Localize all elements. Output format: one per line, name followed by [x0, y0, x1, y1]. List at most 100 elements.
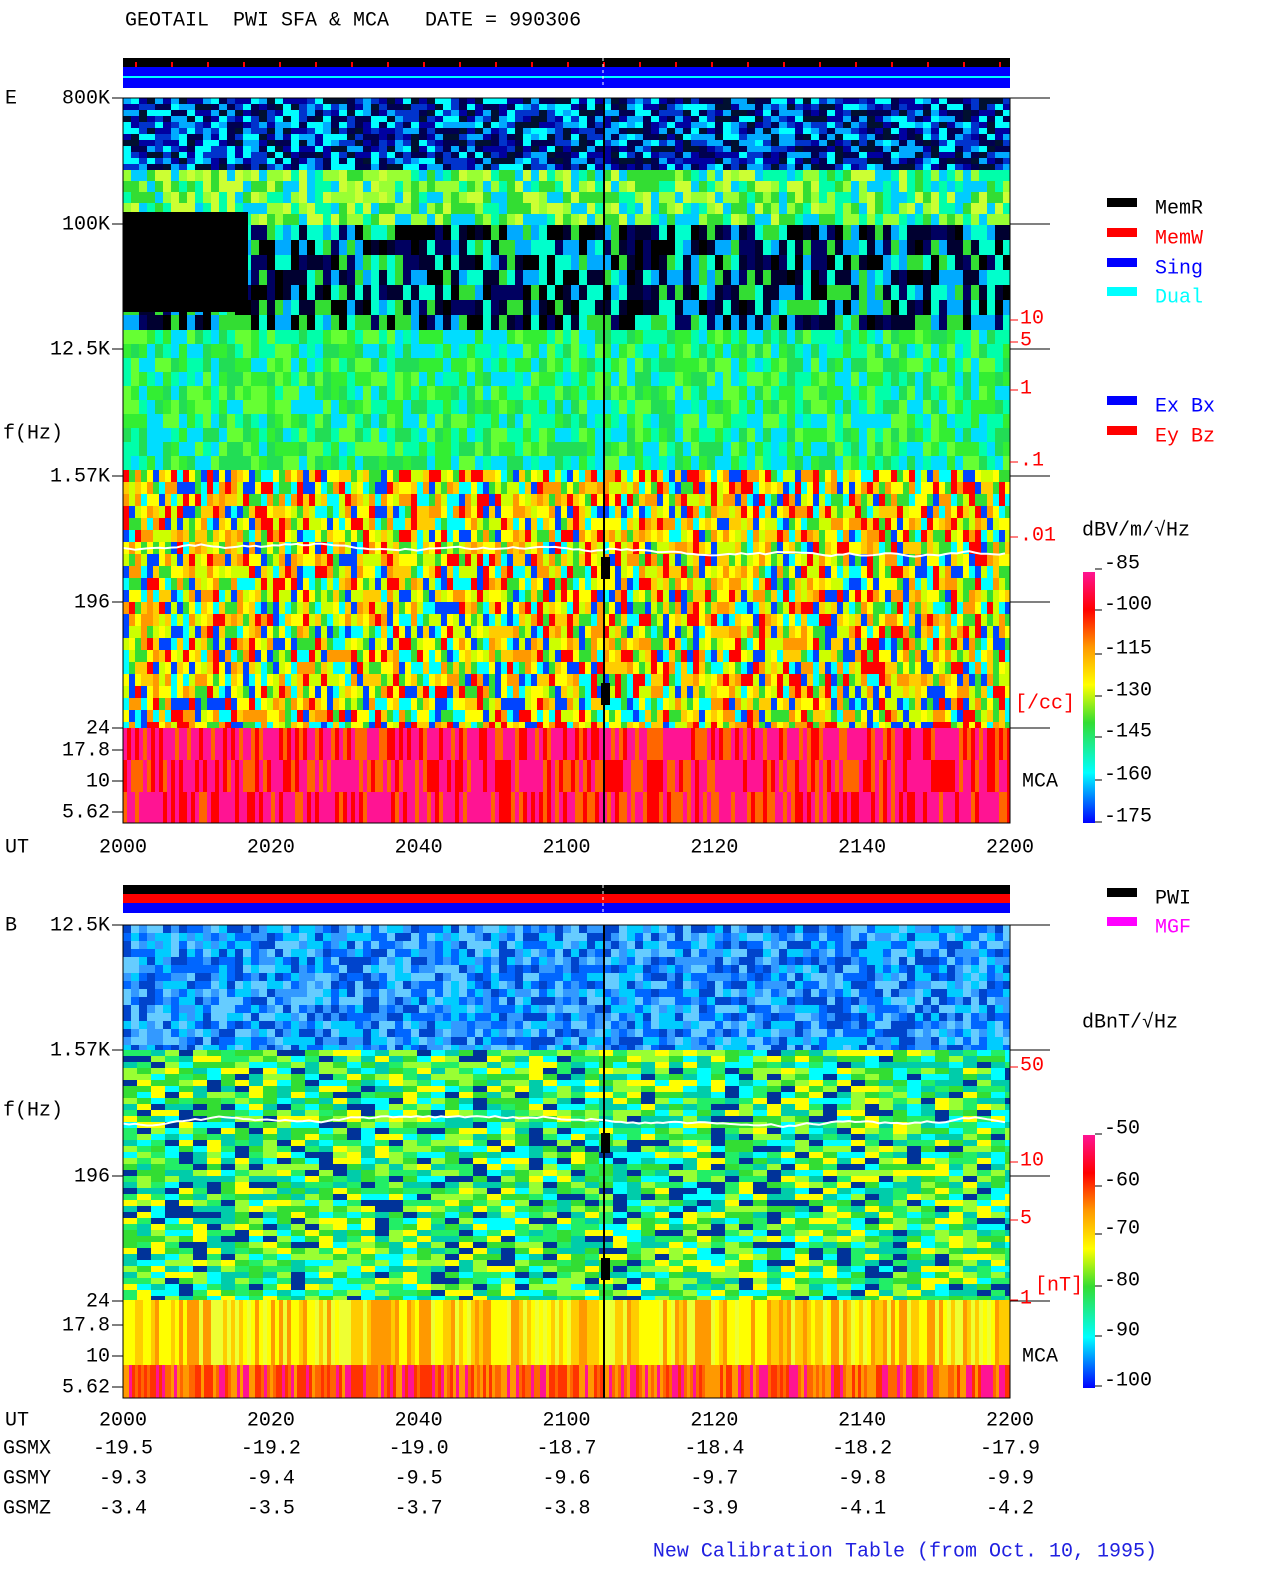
- cell: [675, 192, 684, 204]
- cell: [627, 240, 636, 256]
- cell: [915, 270, 924, 286]
- cell: [403, 255, 412, 271]
- cell: [171, 122, 180, 129]
- cell: [915, 358, 924, 373]
- cell: [283, 358, 292, 373]
- cell: [899, 104, 908, 111]
- cell: [219, 344, 228, 359]
- cell: [827, 140, 836, 147]
- cell: [875, 255, 884, 271]
- cell: [123, 192, 132, 204]
- cell: [225, 662, 232, 675]
- cell: [159, 602, 166, 615]
- cell: [225, 686, 232, 699]
- cell: [147, 414, 156, 429]
- cell: [691, 456, 700, 471]
- cell: [651, 104, 660, 111]
- cell: [483, 300, 492, 316]
- cell: [507, 140, 516, 147]
- cell: [419, 285, 428, 301]
- cell: [579, 330, 588, 345]
- cell: [153, 614, 160, 627]
- cell: [587, 170, 596, 182]
- cell: [315, 358, 324, 373]
- cell: [867, 225, 876, 241]
- cell: [723, 158, 732, 165]
- cell: [771, 116, 780, 123]
- cell: [651, 414, 660, 429]
- cell: [643, 110, 652, 117]
- cell: [467, 225, 476, 241]
- cell: [683, 255, 692, 271]
- cell: [667, 122, 676, 129]
- cell: [587, 122, 596, 129]
- cell: [291, 638, 298, 651]
- cell: [243, 456, 252, 471]
- cell: [859, 146, 868, 153]
- cell: [447, 494, 454, 507]
- cell: [731, 158, 740, 165]
- cell: [307, 285, 316, 301]
- cell: [171, 578, 178, 591]
- cell: [283, 386, 292, 401]
- cell: [539, 225, 548, 241]
- cell: [139, 152, 148, 159]
- cell: [267, 722, 274, 729]
- cell: [333, 530, 340, 543]
- cell: [177, 494, 184, 507]
- cell: [297, 698, 304, 711]
- cell: [411, 270, 420, 286]
- cell: [123, 506, 130, 519]
- cell: [379, 344, 388, 359]
- cell: [347, 122, 356, 129]
- cell: [147, 698, 154, 711]
- cell: [595, 214, 604, 226]
- cell: [243, 344, 252, 359]
- cell: [515, 170, 524, 182]
- cell: [747, 270, 756, 286]
- cell: [683, 344, 692, 359]
- cell: [447, 710, 454, 723]
- cell: [835, 344, 844, 359]
- cell: [715, 456, 724, 471]
- cell: [299, 134, 308, 141]
- cell: [363, 414, 372, 429]
- cell: [345, 566, 352, 579]
- cell: [333, 602, 340, 615]
- cell: [459, 442, 468, 457]
- cell: [435, 506, 442, 519]
- cell: [159, 506, 166, 519]
- cell: [723, 164, 732, 171]
- cell: [763, 146, 772, 153]
- cell: [891, 128, 900, 135]
- cell: [299, 192, 308, 204]
- cell: [363, 578, 370, 591]
- cell: [419, 300, 428, 316]
- cell: [315, 128, 324, 135]
- cell: [395, 134, 404, 141]
- cell: [243, 566, 250, 579]
- cell: [555, 358, 564, 373]
- cell: [939, 152, 948, 159]
- cell: [931, 225, 940, 241]
- cell: [467, 152, 476, 159]
- cell: [635, 285, 644, 301]
- cell: [1003, 344, 1011, 359]
- cell: [787, 400, 796, 415]
- cell: [475, 116, 484, 123]
- cell: [129, 662, 136, 675]
- cell: [331, 146, 340, 153]
- cell: [731, 285, 740, 301]
- cell: [995, 414, 1004, 429]
- cell: [811, 255, 820, 271]
- cell: [429, 554, 436, 567]
- cell: [435, 164, 444, 171]
- cell: [187, 158, 196, 165]
- cell: [259, 203, 268, 215]
- cell: [299, 428, 308, 443]
- cell: [339, 214, 348, 226]
- cell: [427, 214, 436, 226]
- cell: [315, 300, 324, 316]
- cell: [907, 255, 916, 271]
- cell: [419, 442, 428, 457]
